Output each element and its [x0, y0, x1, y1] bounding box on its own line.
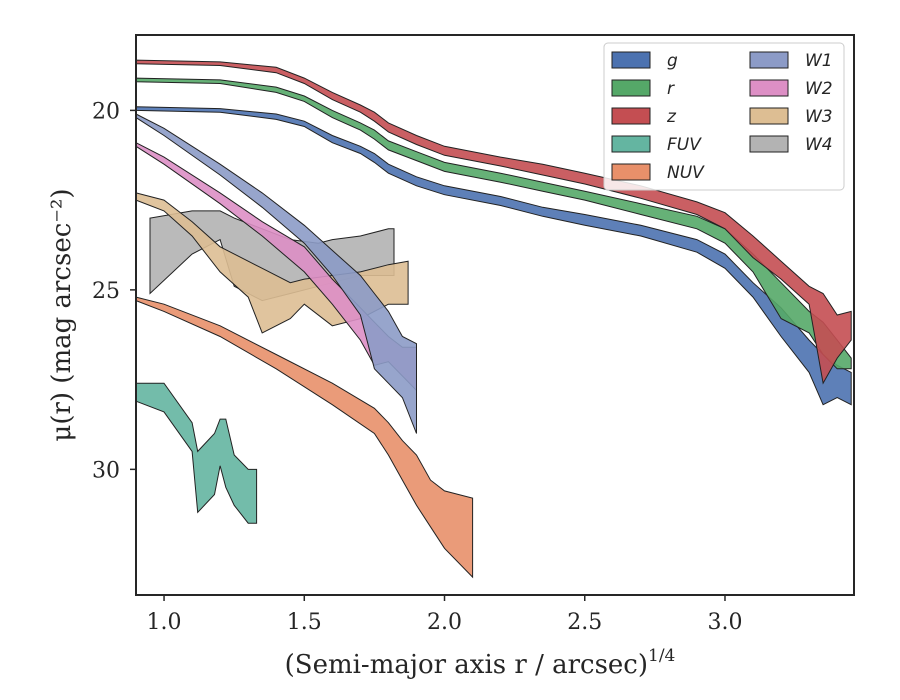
legend-swatch-z	[611, 107, 651, 125]
legend-swatch-fuv	[611, 135, 651, 153]
legend-swatch-w4	[749, 135, 789, 153]
legend-swatch-w3	[749, 107, 789, 125]
y-axis-label: μ(r) (mag arcsec⁻²)	[47, 188, 77, 441]
y-tick-label: 20	[92, 99, 120, 124]
legend-label-g: g	[667, 51, 678, 71]
series-band-nuv	[135, 296, 474, 579]
legend-label-fuv: FUV	[667, 135, 702, 155]
legend-swatch-w1	[749, 51, 789, 69]
legend-label-w3: W3	[805, 107, 833, 127]
legend-label-w1: W1	[805, 51, 833, 71]
x-tick-label: 1.5	[287, 610, 322, 635]
plot-frame	[135, 34, 855, 596]
x-tick-label: 1.0	[147, 610, 182, 635]
x-tick-label: 2.5	[567, 610, 602, 635]
y-tick-label: 25	[92, 279, 120, 304]
series-band-r	[135, 77, 852, 370]
series-band-z	[135, 59, 852, 385]
series-band-w1	[135, 113, 417, 434]
x-tick-label: 3.0	[707, 610, 742, 635]
x-axis-label: (Semi-major axis r / arcsec)1/4	[285, 646, 676, 680]
legend-label-nuv: NUV	[667, 163, 705, 183]
legend-label-r: r	[667, 79, 675, 99]
series-band-g	[135, 106, 852, 406]
legend-label-w4: W4	[805, 135, 833, 155]
axis-ticks: 1.0 1.5 2.0 2.5 3.0 20 25 30	[92, 99, 742, 635]
legend-swatch-nuv	[611, 163, 651, 181]
y-tick-label: 30	[92, 458, 120, 483]
series-band-fuv	[135, 382, 258, 524]
legend-swatch-w2	[749, 79, 789, 97]
x-tick-label: 2.0	[427, 610, 462, 635]
legend-label-z: z	[666, 107, 677, 127]
series-bands	[135, 59, 852, 579]
legend-swatch-r	[611, 79, 651, 97]
legend-swatch-g	[611, 51, 651, 69]
legend-label-w2: W2	[805, 79, 833, 99]
legend: grz FUV NUV W1 W2 W3 W4	[603, 42, 845, 191]
